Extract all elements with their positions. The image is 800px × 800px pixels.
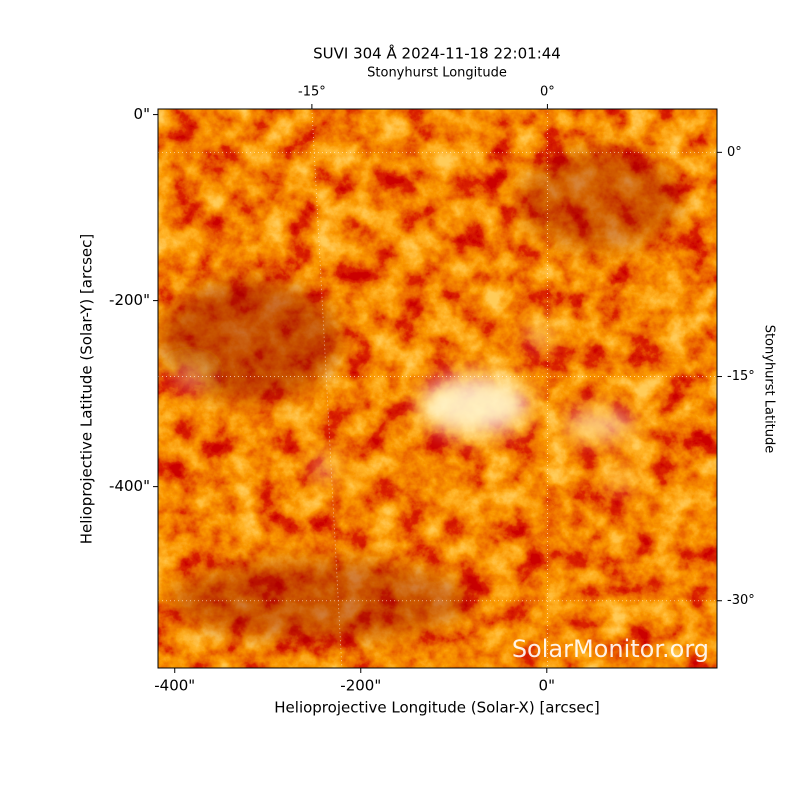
y-label: Helioprojective Latitude (Solar-Y) [arcs… (78, 234, 96, 544)
x-label: Helioprojective Longitude (Solar-X) [arc… (274, 699, 599, 717)
y2-label: Stonyhurst Latitude (762, 325, 777, 454)
watermark: SolarMonitor.org (512, 635, 709, 663)
chart-title: SUVI 304 Å 2024-11-18 22:01:44 (313, 44, 561, 63)
y2-tick-label: -30° (727, 593, 755, 608)
x2-tick-label: 0° (540, 85, 555, 100)
plot-frame (157, 108, 718, 669)
x2-label: Stonyhurst Longitude (367, 66, 507, 81)
solar-image (158, 109, 717, 668)
y2-tick-label: 0° (727, 145, 742, 160)
x2-tick-label: -15° (298, 85, 326, 100)
x-tick-label: 0" (539, 677, 555, 695)
y-tick-label: -400" (109, 477, 150, 495)
y2-tick-label: -15° (727, 369, 755, 384)
y-tick-label: 0" (134, 105, 150, 123)
x-tick-label: -200" (340, 677, 381, 695)
y-tick-label: -200" (109, 291, 150, 309)
x-tick-label: -400" (154, 677, 195, 695)
